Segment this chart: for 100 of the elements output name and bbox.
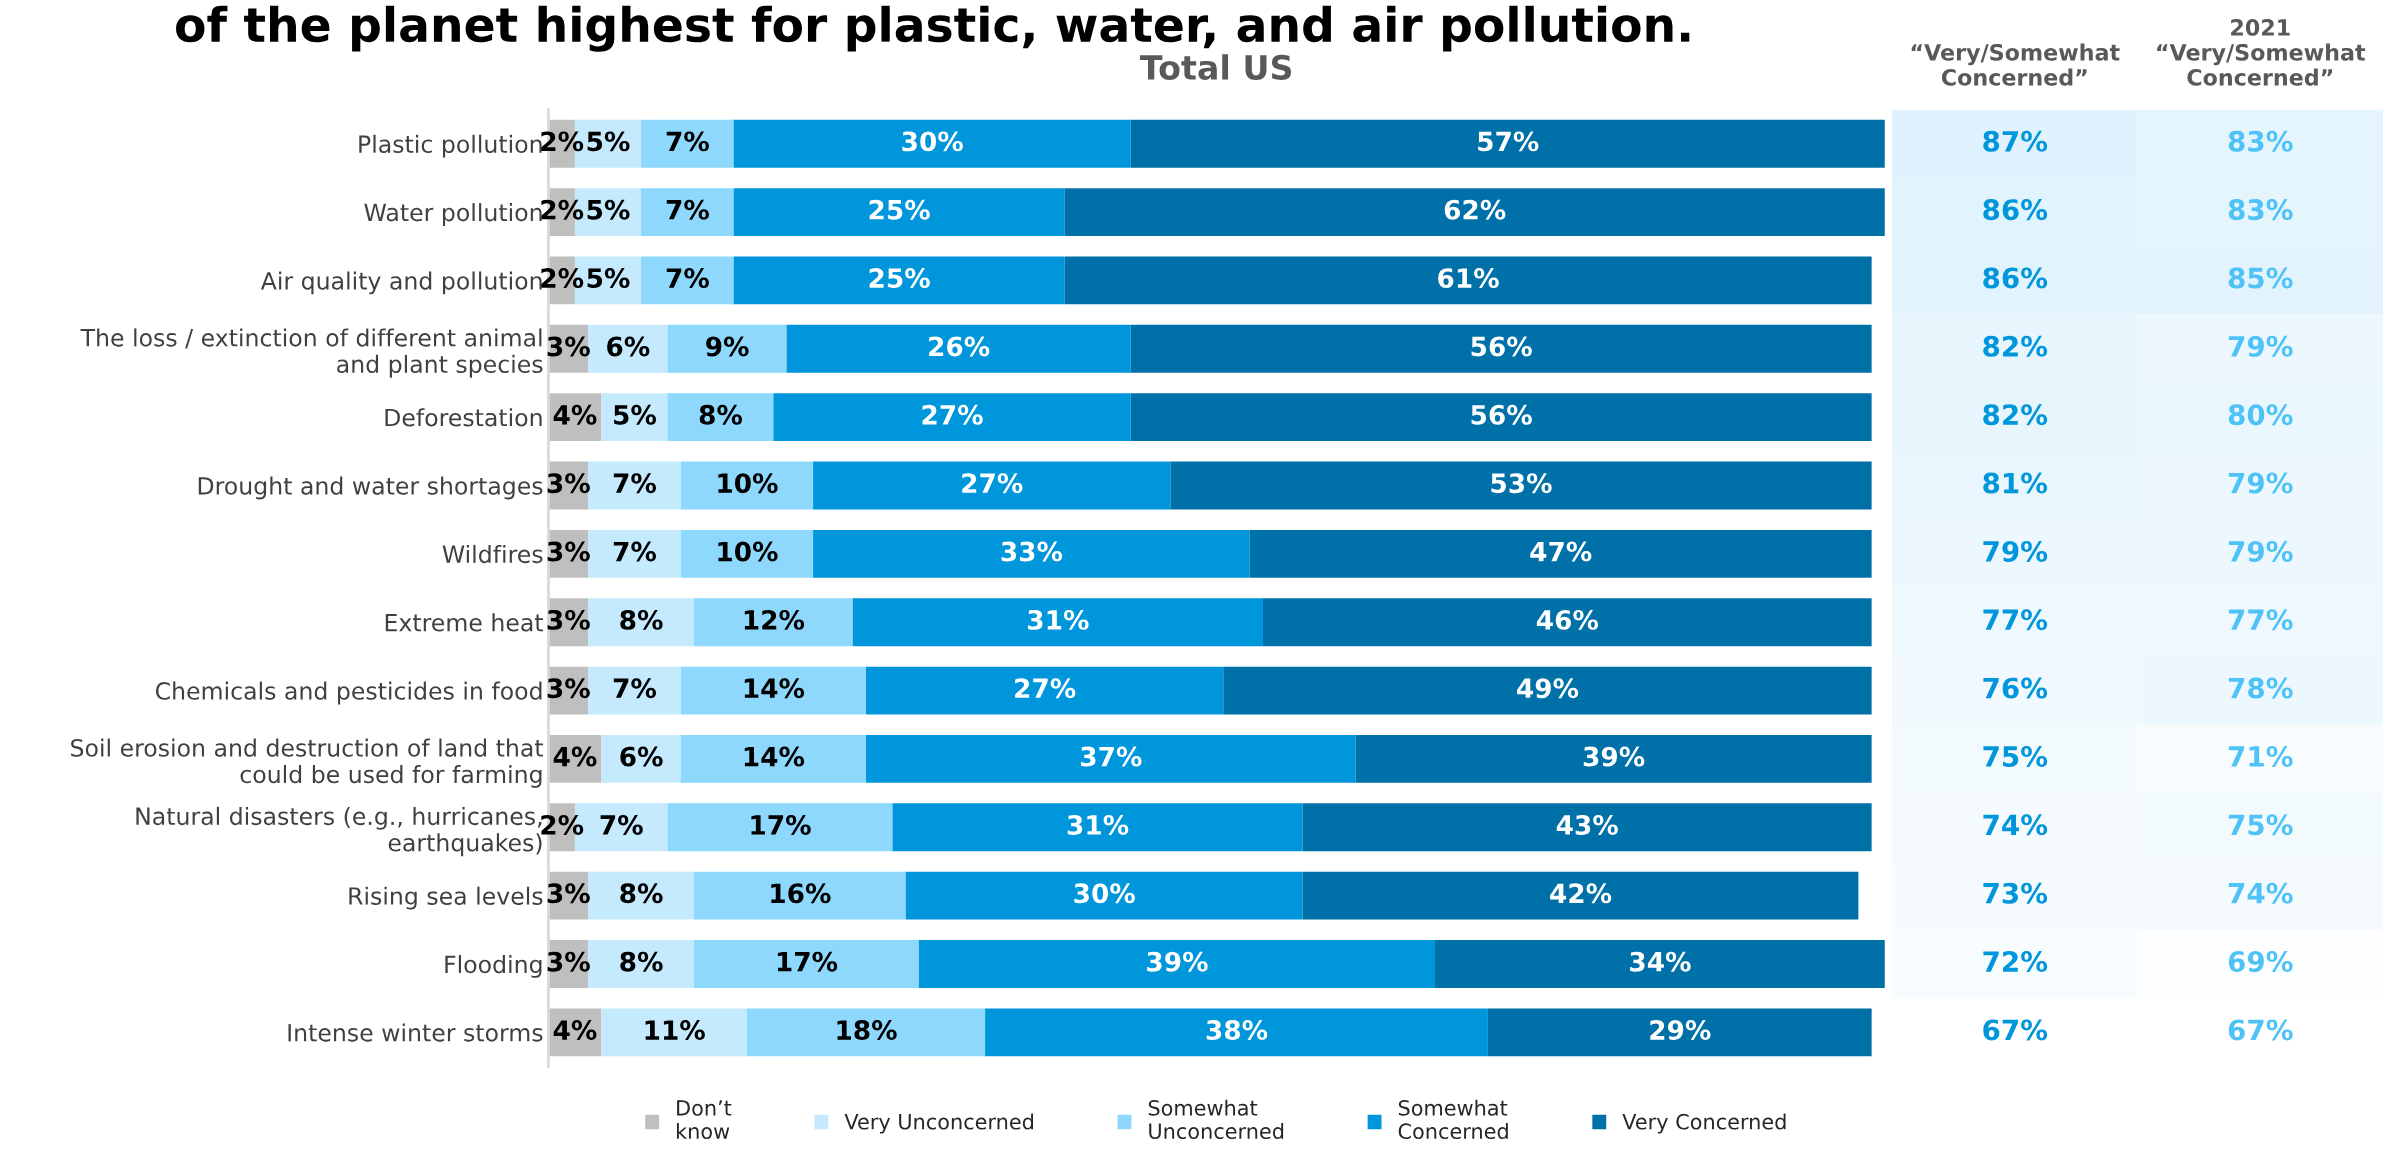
bar <box>1302 803 1872 852</box>
data-label: 83% <box>2228 130 2293 152</box>
legend-label: Don’t know <box>676 1100 732 1140</box>
data-label: 42% <box>1550 883 1612 904</box>
data-label: 4% <box>553 404 597 425</box>
data-label: 61% <box>1438 268 1499 289</box>
data-label: 29% <box>1650 1020 1711 1040</box>
data-label: 56% <box>1471 404 1532 425</box>
bar <box>601 735 681 783</box>
data-label: 6% <box>607 336 650 357</box>
y-tick-label: Water pollution <box>364 203 542 226</box>
data-label: 57% <box>1478 131 1539 152</box>
bar <box>773 393 1131 442</box>
bar <box>1170 461 1872 510</box>
data-label: 80% <box>2228 404 2293 426</box>
bar <box>1064 256 1872 305</box>
bar <box>667 324 787 373</box>
data-label: 17% <box>751 814 811 835</box>
data-label: 2% <box>541 131 584 152</box>
y-tick-label: Wildfires <box>442 544 543 564</box>
chart-subtitle: Total US <box>1139 54 1292 81</box>
y-tick-label: The loss / extinction of different animal and plant species <box>80 328 543 378</box>
data-label: 3% <box>547 951 590 972</box>
y-tick-label: Soil erosion and destruction of land that could be used for farming <box>71 738 544 788</box>
bar <box>694 598 853 647</box>
bar <box>813 461 1171 510</box>
data-label: 7% <box>613 678 657 699</box>
data-label: 69% <box>2228 951 2293 973</box>
data-label: 83% <box>2228 199 2293 221</box>
bar <box>601 1008 747 1057</box>
data-label: 5% <box>587 268 630 289</box>
bar <box>852 598 1263 647</box>
data-label: 3% <box>547 678 590 699</box>
bar <box>588 666 681 715</box>
bar <box>985 1008 1488 1057</box>
data-label: 27% <box>962 473 1023 494</box>
data-label: 5% <box>587 131 630 152</box>
y-tick-label: Drought and water shortages <box>198 476 543 500</box>
data-label: 7% <box>613 473 657 494</box>
data-label: 10% <box>718 473 778 494</box>
bar <box>588 461 681 510</box>
data-label: 3% <box>547 336 590 357</box>
bar <box>680 529 814 578</box>
data-label: 5% <box>614 404 657 425</box>
data-label: 78% <box>2228 677 2293 699</box>
y-tick-label: Plastic pollution <box>359 134 542 158</box>
data-label: 7% <box>600 814 643 835</box>
bar <box>641 188 734 236</box>
data-label: 53% <box>1491 473 1552 494</box>
data-label: 25% <box>869 268 930 289</box>
data-label: 8% <box>620 883 663 904</box>
data-label: 86% <box>1983 199 2048 221</box>
data-label: 14% <box>744 746 805 767</box>
legend-label: Very Unconcerned <box>844 1113 1034 1134</box>
data-label: 31% <box>1028 609 1089 630</box>
data-label: 75% <box>2228 814 2293 836</box>
data-label: 16% <box>771 883 831 904</box>
legend-label: Somewhat Unconcerned <box>1148 1099 1284 1140</box>
data-label: 31% <box>1067 814 1129 835</box>
bar <box>667 803 893 852</box>
data-label: 77% <box>1983 609 2048 631</box>
data-label: 39% <box>1583 746 1645 767</box>
data-label: 79% <box>2228 472 2293 494</box>
y-tick-label: Natural disasters (e.g., hurricanes, earthquakes) <box>136 806 542 857</box>
data-label: 37% <box>1080 746 1142 767</box>
data-label: 76% <box>1983 677 2048 699</box>
data-label: 87% <box>1983 130 2048 152</box>
chart-title: of the planet highest for plastic, water, and air pollution. <box>176 5 1690 52</box>
data-label: 18% <box>837 1020 897 1040</box>
data-label: 43% <box>1556 814 1618 835</box>
bar <box>1302 871 1859 920</box>
data-label: 75% <box>1983 745 2048 767</box>
data-label: 81% <box>1983 472 2048 494</box>
data-label: 62% <box>1444 199 1506 220</box>
data-label: 38% <box>1206 1020 1268 1040</box>
data-label: 25% <box>869 199 930 220</box>
bar <box>588 871 694 920</box>
bar <box>680 461 814 510</box>
data-label: 39% <box>1147 951 1208 972</box>
bar <box>1249 529 1872 578</box>
data-label: 7% <box>666 268 709 289</box>
bar <box>680 735 867 783</box>
data-label: 10% <box>718 541 778 562</box>
data-label: 12% <box>744 609 805 630</box>
bar <box>1130 393 1872 442</box>
data-label: 56% <box>1471 336 1532 357</box>
data-label: 3% <box>547 883 590 904</box>
data-label: 34% <box>1630 951 1691 972</box>
y-tick-label: Chemicals and pesticides in food <box>155 681 542 705</box>
bar <box>892 803 1303 852</box>
data-label: 67% <box>2228 1019 2293 1041</box>
legend-label: Very Concerned <box>1622 1113 1786 1134</box>
data-label: 2% <box>541 268 584 289</box>
bar <box>694 871 906 920</box>
data-label: 2% <box>541 814 584 835</box>
bar <box>1355 735 1872 783</box>
data-label: 67% <box>1983 1019 2048 1041</box>
bar <box>641 256 734 305</box>
data-label: 71% <box>2228 745 2293 767</box>
data-label: 77% <box>2228 609 2293 631</box>
